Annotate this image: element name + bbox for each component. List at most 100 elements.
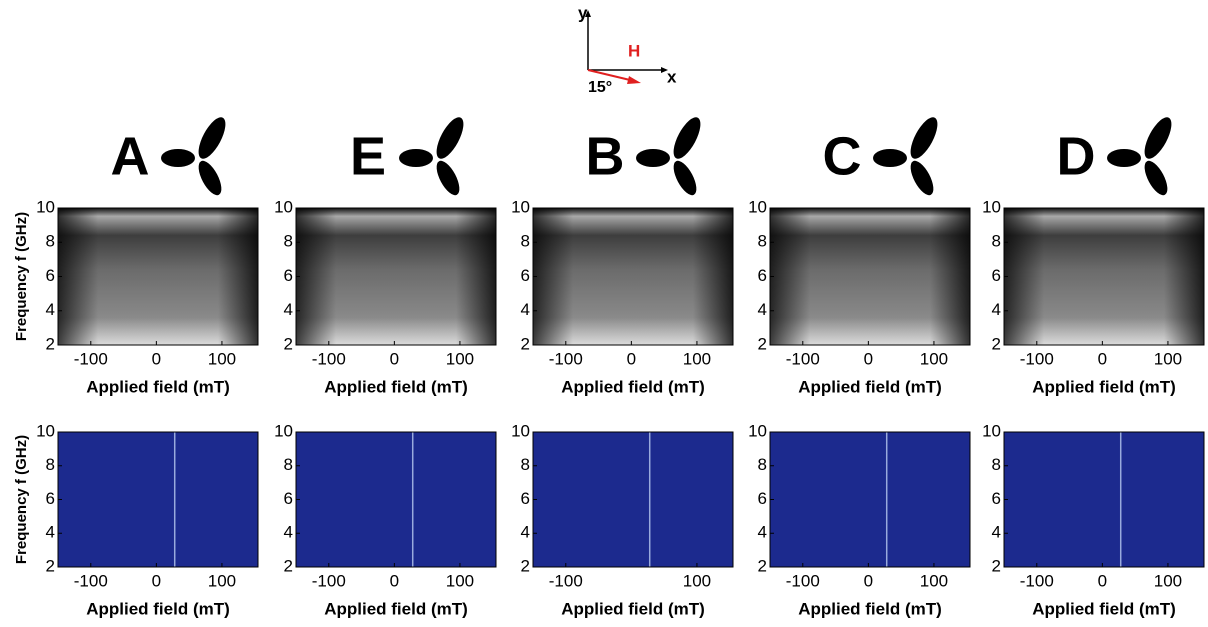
x-tick-label: 0: [1098, 571, 1107, 590]
y-tick-label: 8: [992, 455, 1001, 474]
arm: [1139, 113, 1176, 162]
x-tick-label: 0: [152, 571, 161, 590]
arm: [1140, 157, 1172, 198]
heatmap-image: [533, 208, 733, 345]
y-tick-label: 2: [284, 556, 293, 575]
heatmap-image: [770, 208, 970, 345]
arm: [161, 149, 195, 167]
x-tick-label: -100: [74, 349, 108, 368]
heatmap-background: [533, 432, 733, 567]
y-tick-label: 2: [46, 334, 55, 353]
x-axis-label: Applied field (mT): [324, 377, 468, 396]
x-tick-label: 100: [446, 571, 474, 590]
arrow-head: [627, 76, 641, 84]
x-tick-label: -100: [786, 349, 820, 368]
nanomagnet-icon: [399, 113, 469, 198]
heatmap-image: [296, 208, 496, 345]
y-tick-label: 2: [992, 556, 1001, 575]
nanomagnet-icon: [1107, 113, 1177, 198]
y-tick-label: 10: [274, 421, 293, 440]
x-label: x: [667, 67, 677, 86]
field-label: H: [628, 41, 640, 60]
x-tick-label: -100: [312, 571, 346, 590]
y-tick-label: 8: [758, 232, 767, 251]
arm: [431, 113, 468, 162]
arm: [668, 113, 705, 162]
y-tick-label: 10: [36, 421, 55, 440]
y-axis-label: Frequency f (GHz): [13, 212, 30, 341]
y-tick-label: 4: [284, 300, 293, 319]
y-tick-label: 10: [982, 421, 1001, 440]
heatmap-image: [58, 432, 258, 567]
coordinate-diagram: y x H 15°: [578, 3, 677, 96]
nanomagnet-icon: [636, 113, 706, 198]
x-axis-label: Applied field (mT): [86, 599, 230, 618]
x-tick-label: 100: [920, 571, 948, 590]
y-tick-label: 6: [46, 489, 55, 508]
y-tick-label: 8: [46, 455, 55, 474]
y-tick-label: 6: [46, 266, 55, 285]
figure: y x H 15° 246810-1000100Applied field (m…: [0, 0, 1208, 622]
x-tick-label: 0: [864, 349, 873, 368]
heatmap-panel: 246810-1000100Applied field (mT)D: [982, 113, 1204, 396]
y-tick-label: 8: [284, 232, 293, 251]
x-axis-label: Applied field (mT): [561, 599, 705, 618]
x-tick-label: 100: [446, 349, 474, 368]
x-tick-label: -100: [74, 571, 108, 590]
y-tick-label: 4: [284, 523, 293, 542]
y-tick-label: 6: [758, 266, 767, 285]
arm: [906, 157, 938, 198]
heatmap-image: [1004, 432, 1204, 567]
y-tick-label: 4: [758, 523, 767, 542]
heatmap-image: [1004, 208, 1204, 345]
y-tick-label: 6: [992, 489, 1001, 508]
x-tick-label: -100: [549, 571, 583, 590]
x-tick-label: 100: [208, 571, 236, 590]
x-axis-label: Applied field (mT): [561, 377, 705, 396]
heatmap-image: [296, 432, 496, 567]
x-tick-label: -100: [1020, 571, 1054, 590]
heatmap-panel: 246810-1000100Applied field (mT)Frequenc…: [13, 421, 258, 618]
panel-title: D: [1057, 126, 1096, 186]
y-tick-label: 2: [284, 334, 293, 353]
y-tick-label: 10: [748, 197, 767, 216]
arm: [432, 157, 464, 198]
y-label: y: [578, 3, 588, 22]
y-tick-label: 4: [521, 300, 530, 319]
heatmap-image: [770, 432, 970, 567]
arm: [636, 149, 670, 167]
panel-title: E: [350, 126, 386, 186]
y-tick-label: 6: [758, 489, 767, 508]
heatmap-background: [1004, 432, 1204, 567]
arm: [873, 149, 907, 167]
y-tick-label: 10: [274, 197, 293, 216]
heatmap-background: [58, 432, 258, 567]
y-tick-label: 2: [521, 556, 530, 575]
y-tick-label: 10: [511, 197, 530, 216]
x-tick-label: 100: [920, 349, 948, 368]
heatmap-shade: [533, 208, 733, 345]
panel-title: C: [823, 126, 862, 186]
heatmap-shade: [296, 208, 496, 345]
x-tick-label: -100: [786, 571, 820, 590]
y-tick-label: 10: [982, 197, 1001, 216]
panel-title: B: [586, 126, 625, 186]
heatmap-panel: 246810-1000100Applied field (mT)B: [511, 113, 733, 396]
heatmap-shade: [1004, 208, 1204, 345]
nanomagnet-icon: [873, 113, 943, 198]
y-tick-label: 10: [511, 421, 530, 440]
y-tick-label: 8: [758, 455, 767, 474]
heatmap-shade: [58, 208, 258, 345]
y-tick-label: 4: [992, 300, 1001, 319]
x-tick-label: 0: [864, 571, 873, 590]
x-axis-label: Applied field (mT): [86, 377, 230, 396]
x-axis-label: Applied field (mT): [798, 377, 942, 396]
heatmap-background: [770, 432, 970, 567]
y-tick-label: 4: [46, 300, 55, 319]
x-tick-label: 0: [390, 571, 399, 590]
y-tick-label: 2: [758, 334, 767, 353]
